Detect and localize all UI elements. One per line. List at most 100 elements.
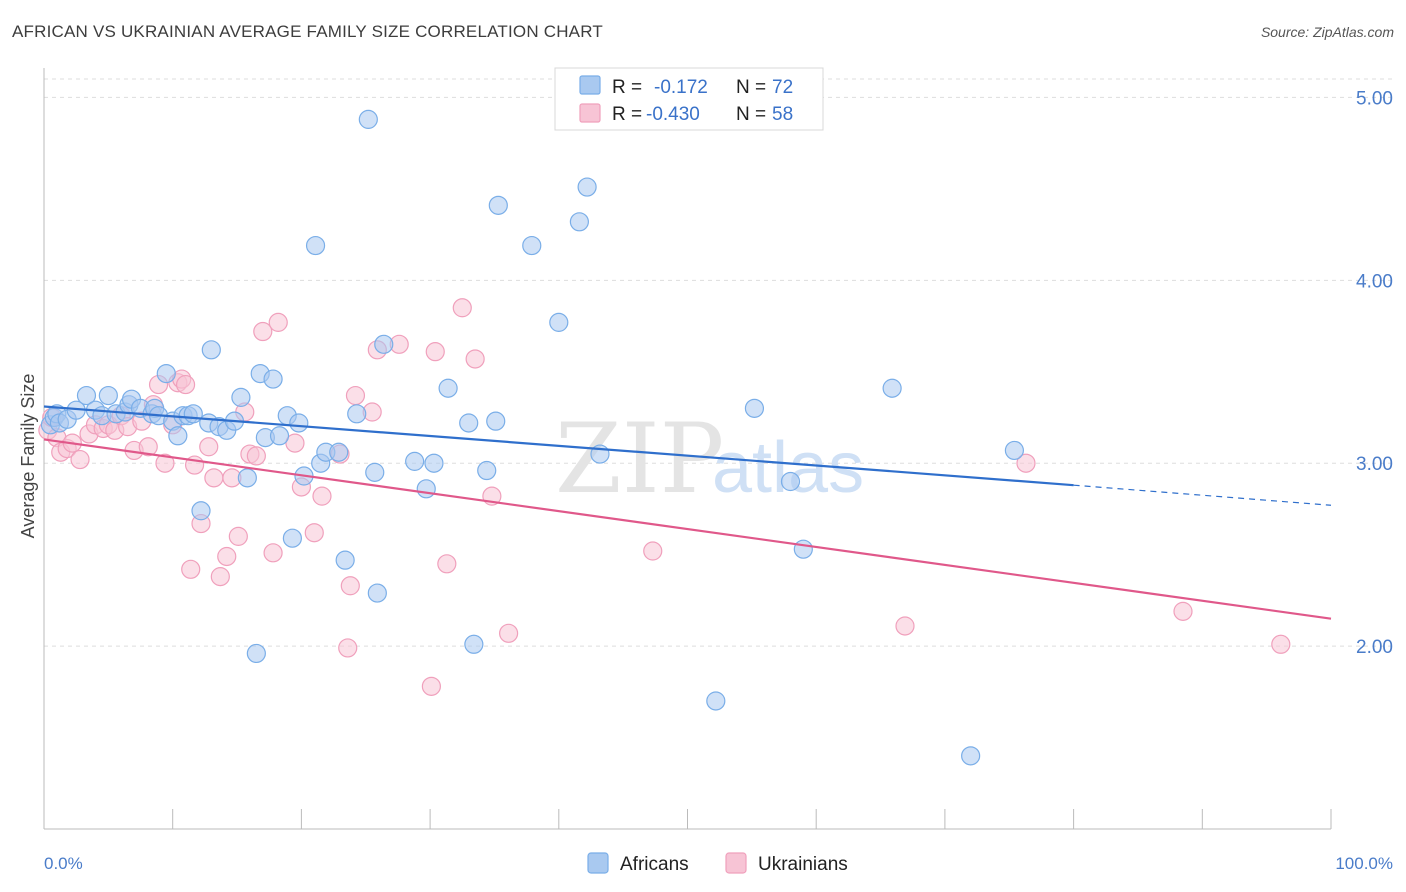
legend-n-label-africans: N = [736,77,766,98]
bottom-legend-swatch-ukrainians [725,852,747,874]
bottom-legend-label-ukrainians: Ukrainians [758,854,848,875]
africans-point [201,340,221,360]
africans-point [374,334,394,354]
ukrainians-point [228,526,248,546]
africans-trend-extension [1073,484,1332,506]
africans-point [269,426,290,446]
legend-r-africans: -0.172 [654,77,708,98]
ukrainians-point [425,342,445,362]
africans-point [744,398,765,418]
trend-lines [43,405,1332,620]
africans-point [335,550,355,570]
africans-point [231,387,251,407]
africans-trend-line [43,405,1074,487]
ukrainians-point [175,374,196,395]
africans-point [168,426,188,446]
africans-point [488,195,508,215]
grid-lines [44,78,1395,647]
africans-point [780,471,801,492]
ukrainians-point [155,453,175,473]
y-tick-label: 2.00 [1356,637,1393,658]
bottom-legend-label-africans: Africans [620,854,689,875]
ukrainians-point [263,543,283,563]
africans-point [438,378,458,398]
africans-point [365,462,385,482]
africans-point [191,501,211,521]
africans-point [156,364,176,384]
legend-swatch-ukrainians [579,103,601,123]
ukrainians-point [345,385,366,406]
tick-labels: 2.00 3.00 4.00 5.00 0.0% 100.0% [44,88,1393,873]
ukrainians-point [340,576,360,596]
ukrainians-point [217,546,237,567]
x-tick-label: 0.0% [44,854,83,873]
source-note: Source: ZipAtlas.com [1260,24,1394,40]
ukrainians-point [285,433,305,453]
africans-point [424,453,444,473]
legend-swatch-africans [579,75,601,95]
africans-point [416,479,436,499]
ukrainians-point [1271,634,1291,654]
ukrainians-point [70,449,90,470]
y-tick-label: 5.00 [1356,88,1393,109]
ukrainians-point [643,541,663,561]
ukrainians-point [268,312,288,332]
africans-point [486,411,506,431]
ukrainians-point [452,298,472,318]
chart-title: AFRICAN VS UKRAINIAN AVERAGE FAMILY SIZE… [12,22,603,41]
africans-point [367,583,387,603]
legend-n-africans: 72 [772,77,793,98]
africans-point [405,451,425,471]
y-tick-label: 3.00 [1356,454,1393,475]
ukrainians-point [338,638,358,658]
africans-point [282,528,302,548]
africans-point [263,369,283,389]
y-tick-label: 4.00 [1356,271,1393,292]
africans-point [477,460,497,481]
africans-point [98,385,118,406]
africans-point [464,634,484,654]
ukrainians-point [1016,453,1036,473]
ukrainians-point [199,437,219,457]
africans-point [237,468,257,488]
legend-r-label-ukrainians: R = [612,104,642,125]
africans-point [358,109,378,129]
legend-r-ukrainians: -0.430 [646,104,700,125]
ukrainians-point [210,567,230,587]
ukrainians-point [181,559,201,579]
ukrainians-point [253,321,273,342]
africans-point [329,442,349,462]
ukrainians-point [499,623,519,643]
ukrainians-point [421,676,441,696]
africans-point [577,177,597,197]
africans-point [522,235,542,256]
africans-point [76,385,97,406]
axes [43,68,1332,830]
africans-point [549,312,569,332]
series-legend: Africans Ukrainians [587,852,848,875]
watermark-zip: ZIP [555,403,724,515]
ukrainians-point [304,523,324,543]
africans-point [793,539,813,559]
africans-point [459,413,479,433]
africans-point [569,212,589,232]
ukrainians-point [465,349,485,369]
y-axis-label: Average Family Size [18,374,38,539]
africans-point [289,413,309,433]
africans-point [305,235,326,256]
africans-points [40,109,1024,766]
legend-n-ukrainians: 58 [772,104,793,125]
bottom-legend-swatch-africans [587,852,609,874]
ukrainians-point [437,554,457,574]
ukrainians-point [312,486,332,506]
ukrainians-point [204,468,224,488]
stats-legend: R = -0.172 N = 72 R = -0.430 N = 58 [554,67,824,131]
ukrainians-point [1173,601,1193,621]
africans-point [961,746,981,766]
ukrainians-point [895,616,915,636]
ukrainians-point [138,437,158,457]
ukrainians-trend-line [43,438,1332,620]
africans-point [347,404,367,424]
watermark: ZIP atlas [555,403,864,515]
